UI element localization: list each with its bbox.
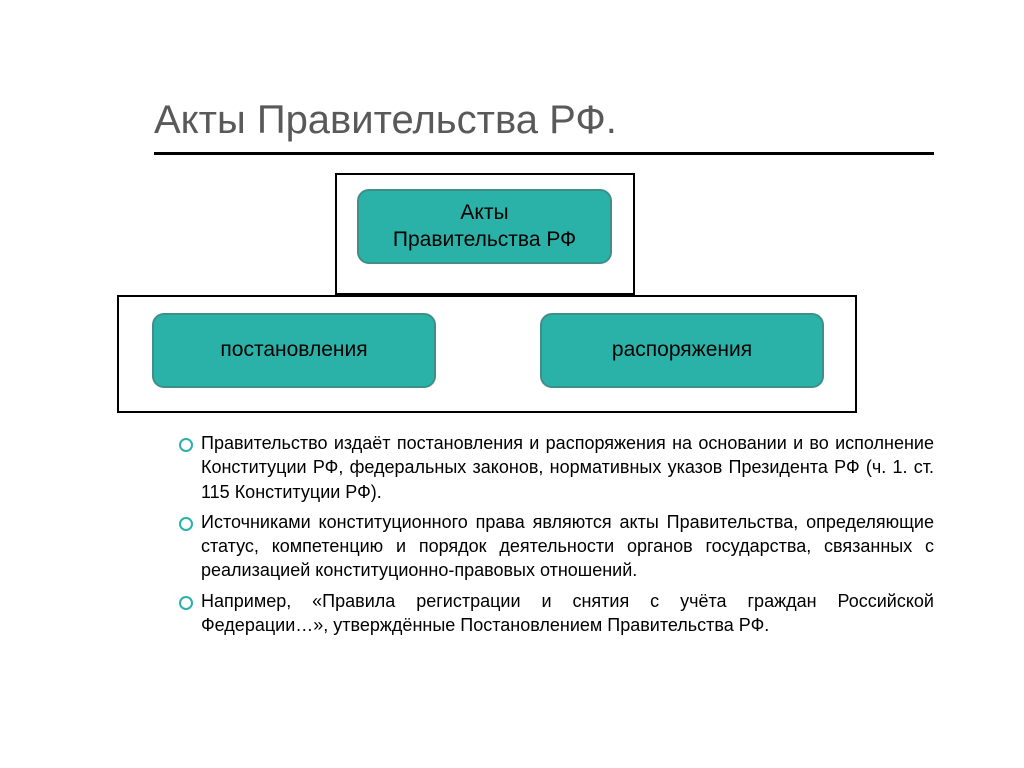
bullet-list: Правительство издаёт постановления и рас… [0,431,1024,637]
bullet-item: Источниками конституционного права являю… [175,510,934,583]
diagram-node-left: постановления [152,313,436,388]
diagram: Акты Правительства РФ постановления распор… [0,173,1024,423]
title-block: Акты Правительства РФ. [0,96,1024,155]
bullet-item: Правительство издаёт постановления и рас… [175,431,934,504]
slide: Акты Правительства РФ. Акты Правительств… [0,0,1024,768]
title-underline [154,152,934,155]
bullet-item: Например, «Правила регистрации и снятия … [175,589,934,638]
diagram-node-root: Акты Правительства РФ [357,189,612,264]
diagram-node-right: распоряжения [540,313,824,388]
slide-title: Акты Правительства РФ. [154,96,934,152]
